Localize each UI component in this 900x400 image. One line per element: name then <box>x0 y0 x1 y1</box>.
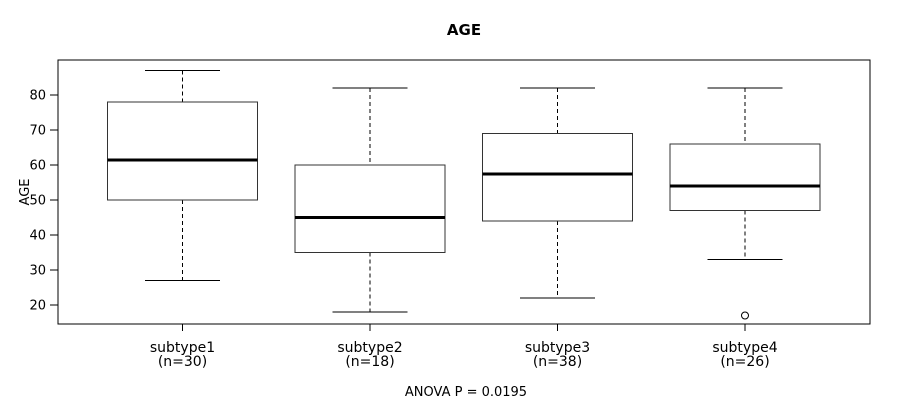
box-subtype2 <box>294 164 446 253</box>
plot-area: 20 30 40 50 60 70 80 subtype1(n=30) subtype2(n=1… <box>29 59 871 370</box>
y-tick-label: 20 <box>29 299 46 314</box>
y-tick-label: 80 <box>29 89 46 104</box>
anova-footer: ANOVA P = 0.0195 <box>405 385 527 400</box>
plot-frame <box>57 59 871 325</box>
y-tick-label: 30 <box>29 264 46 279</box>
box-subtype1 <box>107 101 258 201</box>
category-sublabel-subtype4: (n=26) <box>720 354 769 370</box>
y-tick-label: 60 <box>29 159 46 174</box>
category-sublabel-subtype1: (n=30) <box>158 354 207 370</box>
chart-title: AGE <box>447 21 481 39</box>
outlier-subtype4 <box>741 311 749 320</box>
category-sublabel-subtype2: (n=18) <box>345 354 394 370</box>
y-tick-label: 40 <box>29 229 46 244</box>
y-tick-label: 70 <box>29 124 46 139</box>
category-label-subtype3: subtype3 <box>525 340 590 356</box>
category-label-subtype2: subtype2 <box>337 340 402 356</box>
box-subtype3 <box>482 133 633 222</box>
y-tick-label: 50 <box>29 194 46 209</box>
category-label-subtype4: subtype4 <box>712 340 777 356</box>
category-label-subtype1: subtype1 <box>150 340 215 356</box>
box-subtype4 <box>669 143 821 211</box>
y-axis-label: AGE <box>18 179 33 206</box>
category-sublabel-subtype3: (n=38) <box>533 354 582 370</box>
